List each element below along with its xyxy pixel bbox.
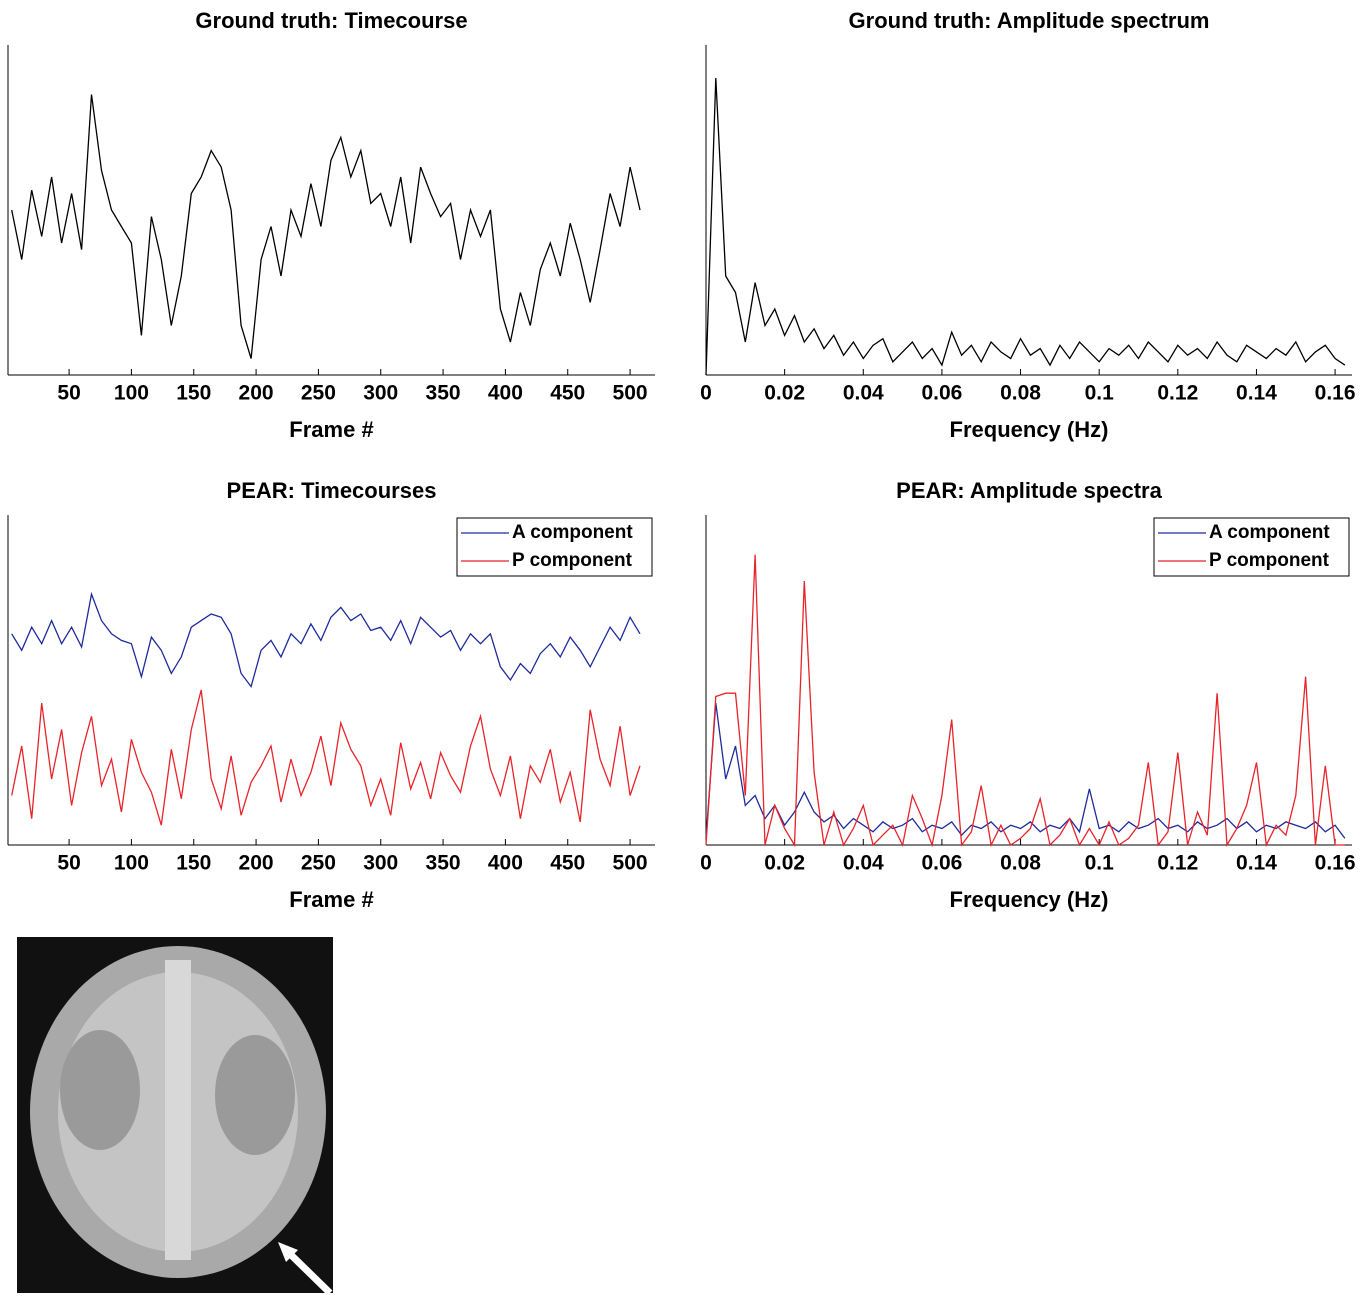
- x-tick-label: 200: [239, 382, 274, 405]
- x-tick-label: 500: [613, 382, 648, 405]
- x-tick-label: 0.04: [843, 382, 884, 405]
- legend-label: P component: [512, 550, 633, 571]
- chart-title: PEAR: Timecourses: [227, 478, 437, 503]
- arrow: [283, 1247, 333, 1296]
- x-tick-label: 0.02: [764, 852, 805, 875]
- arrow-head: [278, 1242, 298, 1262]
- x-tick-label: 350: [426, 382, 461, 405]
- x-tick-label: 450: [550, 852, 585, 875]
- data-line: [705, 554, 1345, 848]
- x-tick-label: 50: [57, 382, 80, 405]
- x-tick-label: 100: [114, 852, 149, 875]
- x-tick-label: 0.1: [1085, 852, 1115, 875]
- x-tick-label: 0.12: [1157, 382, 1198, 405]
- x-axis-label: Frequency (Hz): [950, 887, 1109, 912]
- x-tick-label: 0.06: [921, 852, 962, 875]
- x-tick-label: 300: [363, 852, 398, 875]
- brain-region: [60, 1030, 140, 1150]
- brain-region: [215, 1035, 295, 1155]
- brain-midline: [165, 960, 191, 1260]
- legend-label: A component: [512, 522, 633, 543]
- brain-image: [17, 937, 333, 1296]
- x-tick-label: 100: [114, 382, 149, 405]
- x-tick-label: 0.12: [1157, 852, 1198, 875]
- x-tick-label: 450: [550, 382, 585, 405]
- data-line: [705, 77, 1346, 376]
- x-tick-label: 300: [363, 382, 398, 405]
- legend-box: [456, 517, 653, 577]
- x-axis-label: Frequency (Hz): [950, 417, 1109, 442]
- data-line: [11, 591, 641, 689]
- x-tick-label: 0: [700, 382, 712, 405]
- chart-title: Ground truth: Timecourse: [195, 8, 467, 33]
- x-tick-label: 350: [426, 852, 461, 875]
- x-tick-label: 0.14: [1236, 852, 1277, 875]
- x-tick-label: 0.14: [1236, 382, 1277, 405]
- x-tick-label: 0.1: [1085, 382, 1115, 405]
- x-tick-label: 0.08: [1000, 852, 1041, 875]
- x-tick-label: 400: [488, 382, 523, 405]
- chart-title: PEAR: Amplitude spectra: [896, 478, 1162, 503]
- x-tick-label: 150: [176, 382, 211, 405]
- x-tick-label: 250: [301, 382, 336, 405]
- x-tick-label: 200: [239, 852, 274, 875]
- data-line: [705, 703, 1346, 839]
- x-tick-label: 0.08: [1000, 382, 1041, 405]
- x-tick-label: 0.16: [1315, 852, 1356, 875]
- x-tick-label: 0.02: [764, 382, 805, 405]
- chart-title: Ground truth: Amplitude spectrum: [849, 8, 1210, 33]
- data-line: [11, 94, 641, 359]
- x-axis-label: Frame #: [289, 887, 373, 912]
- x-axis-label: Frame #: [289, 417, 373, 442]
- x-tick-label: 0: [700, 852, 712, 875]
- legend-box: [1153, 517, 1350, 577]
- legend-label: A component: [1209, 522, 1330, 543]
- x-tick-label: 0.16: [1315, 382, 1356, 405]
- legend-label: P component: [1209, 550, 1330, 571]
- x-tick-label: 150: [176, 852, 211, 875]
- data-line: [11, 689, 641, 826]
- x-tick-label: 0.06: [921, 382, 962, 405]
- x-tick-label: 500: [613, 852, 648, 875]
- x-tick-label: 400: [488, 852, 523, 875]
- x-tick-label: 0.04: [843, 852, 884, 875]
- x-tick-label: 50: [57, 852, 80, 875]
- x-tick-label: 250: [301, 852, 336, 875]
